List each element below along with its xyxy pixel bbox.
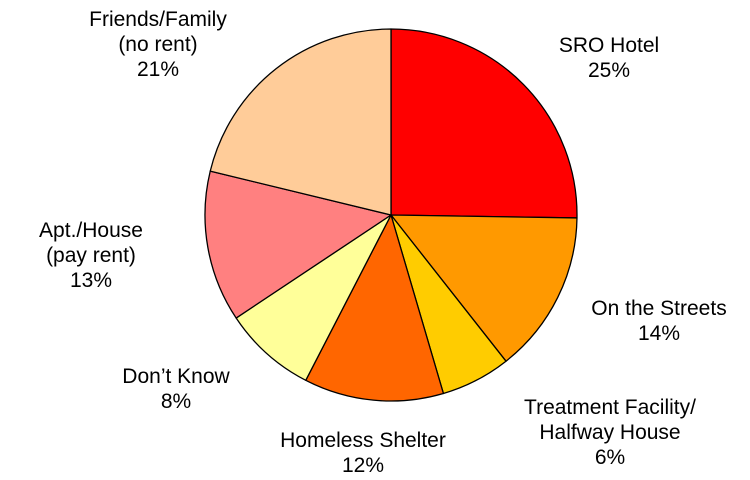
- pie-label-line: (pay rent): [46, 244, 136, 267]
- pie-label-don-t-know: Don’t Know 8%: [122, 365, 230, 413]
- pie-slice-homeless-shelter: [305, 214, 445, 402]
- pie-label-line: Friends/Family: [89, 8, 227, 31]
- pie-label-line: Apt./House: [39, 219, 143, 242]
- pie-slice-sro-hotel: [390, 28, 578, 219]
- pie-slices: [204, 28, 578, 402]
- pie-label-line: On the Streets: [591, 297, 726, 320]
- pie-label-apt-house-pay-rent: Apt./House (pay rent) 13%: [39, 219, 143, 292]
- pie-label-line: Homeless Shelter: [280, 429, 446, 452]
- pie-label-value: 21%: [137, 58, 179, 81]
- pie-slice-apt-house-pay-rent: [204, 170, 392, 319]
- pie-label-friends-family-no-rent: Friends/Family (no rent) 21%: [89, 8, 227, 81]
- pie-label-sro-hotel: SRO Hotel 25%: [559, 34, 659, 82]
- pie-label-line: Don’t Know: [122, 365, 230, 388]
- pie-label-line: Treatment Facility/: [524, 396, 696, 419]
- pie-label-value: 6%: [595, 446, 625, 469]
- pie-label-treatment-facility-halfway-house: Treatment Facility/Halfway House 6%: [524, 396, 696, 469]
- pie-labels: SRO Hotel 25% On the Streets 14% Treatment F…: [39, 8, 727, 477]
- pie-label-value: 8%: [161, 390, 191, 413]
- pie-label-value: 12%: [342, 454, 384, 477]
- pie-label-line: SRO Hotel: [559, 34, 659, 57]
- pie-slice-on-the-streets: [390, 214, 578, 362]
- pie-label-value: 25%: [588, 59, 630, 82]
- pie-label-value: 14%: [638, 322, 680, 345]
- pie-label-line: (no rent): [118, 33, 197, 56]
- pie-label-homeless-shelter: Homeless Shelter 12%: [280, 429, 446, 477]
- pie-slice-friends-family-no-rent: [209, 28, 392, 216]
- pie-label-on-the-streets: On the Streets 14%: [591, 297, 726, 345]
- pie-slice-don-t-know: [235, 214, 392, 381]
- pie-label-line: Halfway House: [539, 421, 680, 444]
- pie-label-value: 13%: [70, 269, 112, 292]
